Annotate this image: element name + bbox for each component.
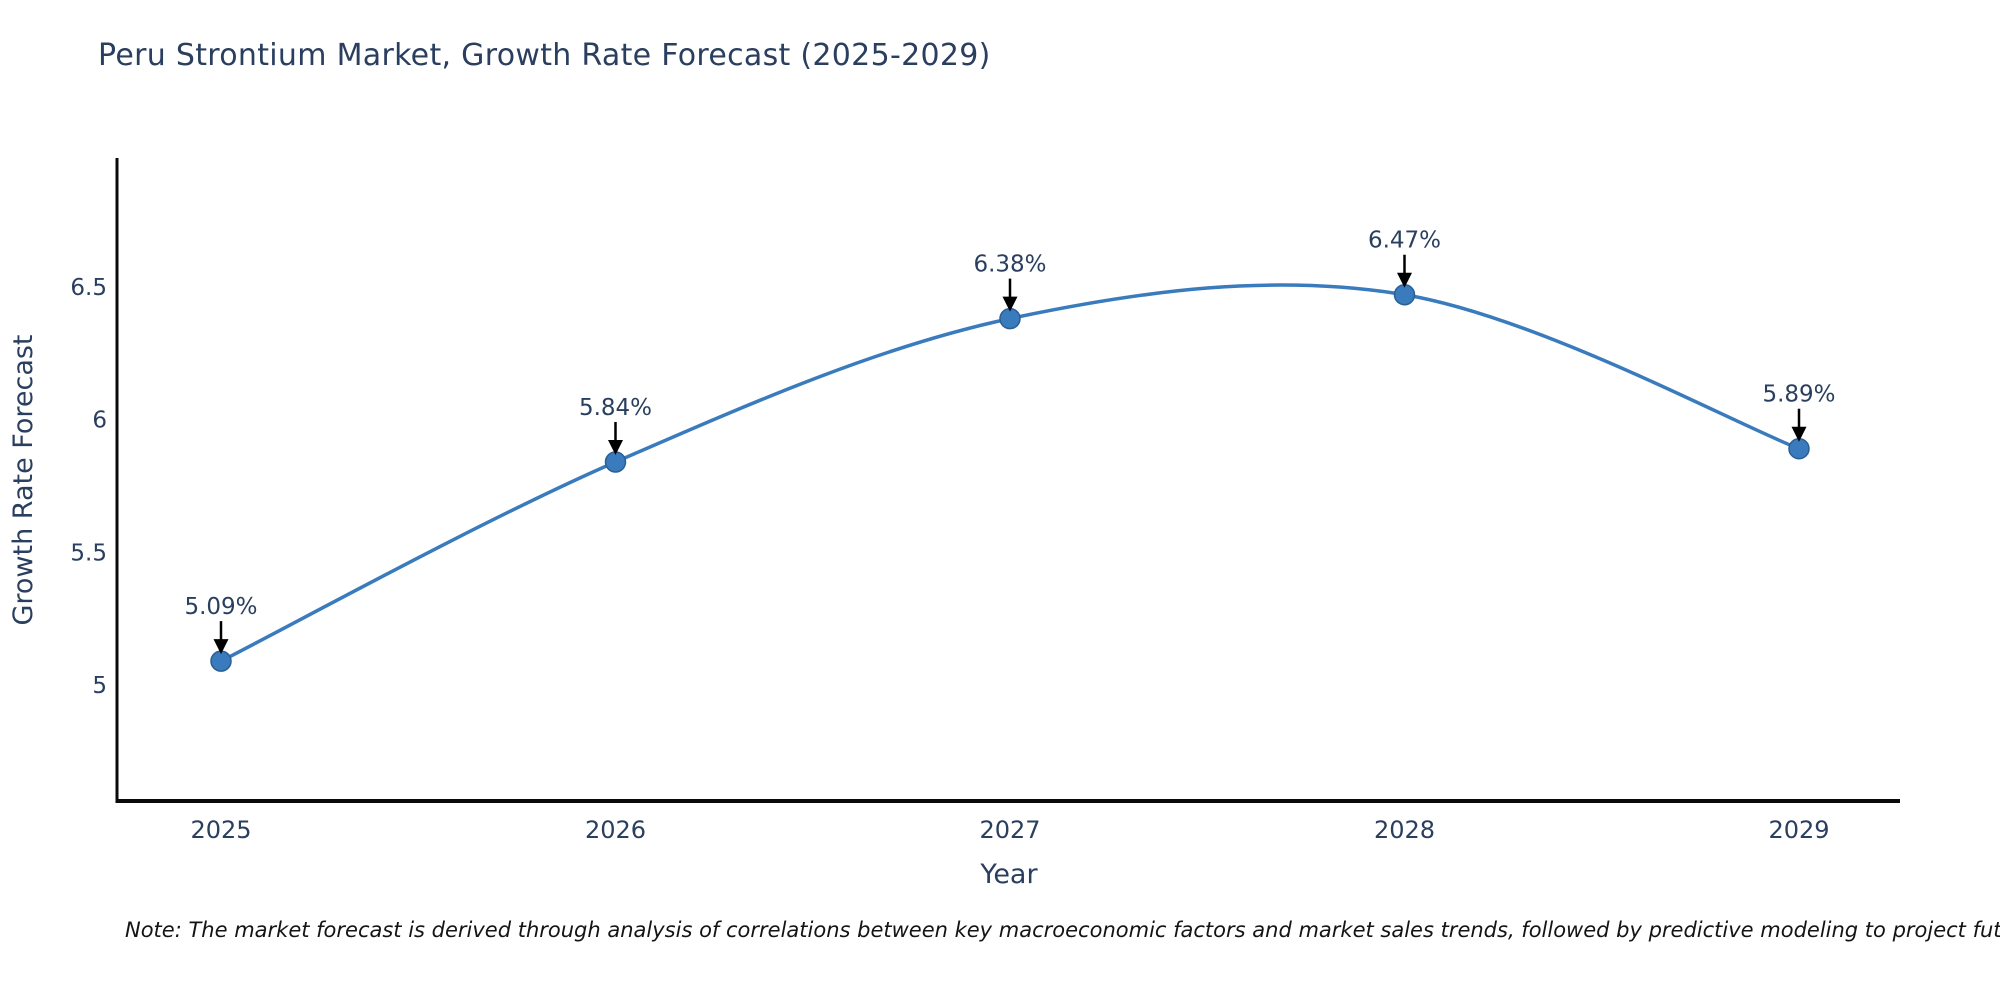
footnote: Note: The market forecast is derived thr… <box>125 918 2000 942</box>
x-tick-label: 2028 <box>1374 816 1435 844</box>
annotation-label: 5.89% <box>1762 382 1835 408</box>
annotation-label: 6.47% <box>1368 228 1441 254</box>
annotation-label: 6.38% <box>973 252 1046 278</box>
annotation-arrowhead <box>213 639 229 655</box>
annotation-arrowhead <box>1002 296 1018 312</box>
x-tick-label: 2029 <box>1768 816 1829 844</box>
y-tick-label: 5.5 <box>70 540 107 566</box>
y-tick-label: 6.5 <box>70 275 107 301</box>
y-tick-label: 6 <box>92 408 107 434</box>
annotation-arrowhead <box>1397 272 1412 288</box>
series-line <box>219 283 1801 663</box>
x-tick-label: 2027 <box>979 816 1040 844</box>
y-axis-title: Growth Rate Forecast <box>8 334 39 625</box>
y-tick-label: 5 <box>92 673 107 699</box>
annotation-arrowhead <box>1791 426 1807 442</box>
annotation-arrowhead <box>608 439 623 455</box>
annotation-label: 5.84% <box>579 395 652 421</box>
chart-title: Peru Strontium Market, Growth Rate Forec… <box>98 38 991 73</box>
x-tick-label: 2026 <box>585 816 646 844</box>
x-tick-label: 2025 <box>190 816 251 844</box>
x-axis-title: Year <box>979 859 1038 890</box>
annotation-label: 5.09% <box>184 594 257 620</box>
